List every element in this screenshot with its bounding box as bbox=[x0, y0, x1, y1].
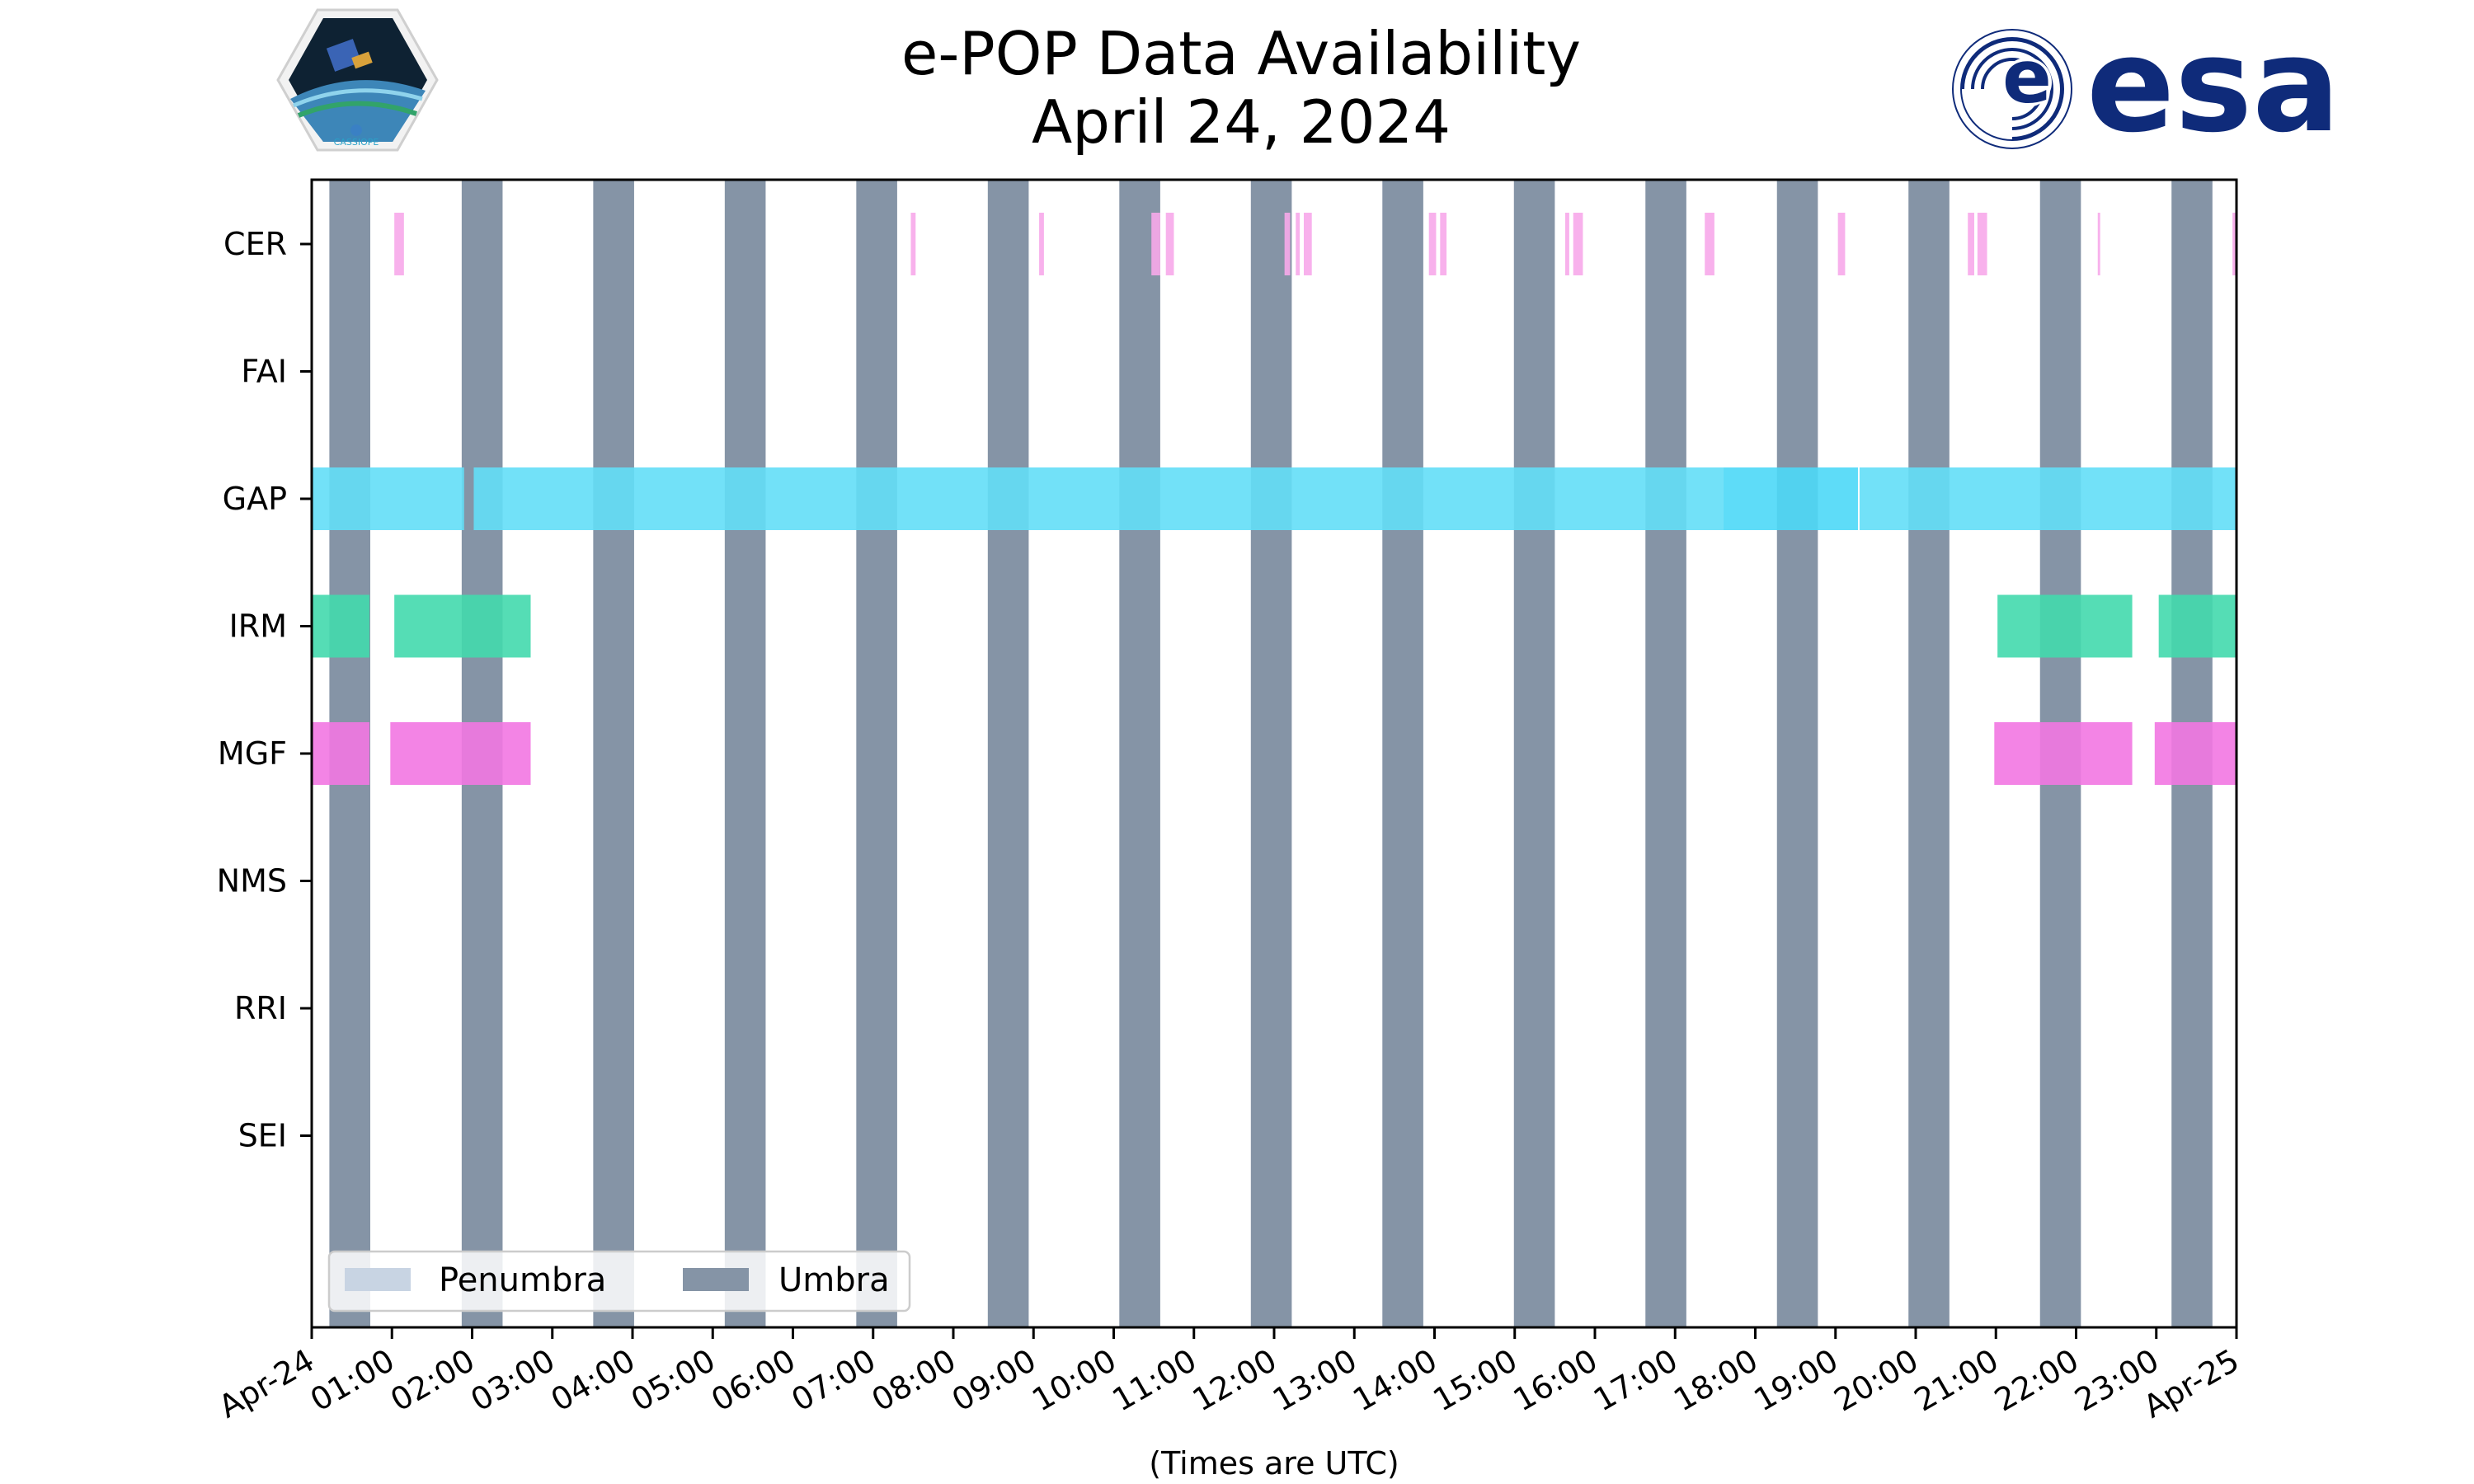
x-tick-label: 03:00 bbox=[464, 1342, 561, 1419]
x-axis: Apr-2401:0002:0003:0004:0005:0006:0007:0… bbox=[213, 1327, 2246, 1425]
y-tick-label-nms: NMS bbox=[217, 863, 287, 899]
data-bar-cer bbox=[1284, 213, 1291, 275]
data-bar-cer bbox=[1837, 213, 1846, 275]
umbra-band bbox=[1645, 180, 1686, 1327]
legend-swatch-umbra bbox=[683, 1268, 749, 1291]
x-tick-label: 22:00 bbox=[1988, 1342, 2085, 1419]
umbra-band bbox=[1776, 180, 1818, 1327]
x-tick-label: Apr-24 bbox=[213, 1342, 321, 1425]
data-bar-irm bbox=[394, 594, 531, 658]
data-bar-irm bbox=[2158, 594, 2236, 658]
data-bar-cer bbox=[1428, 213, 1437, 275]
x-tick-label: 09:00 bbox=[946, 1342, 1042, 1419]
data-bar-cer bbox=[1303, 213, 1312, 275]
data-bar-cer bbox=[2097, 213, 2100, 275]
data-bar-cer bbox=[1151, 213, 1160, 275]
x-tick-label: 18:00 bbox=[1667, 1342, 1764, 1419]
umbra-band bbox=[1119, 180, 1160, 1327]
data-bar-cer bbox=[1565, 213, 1569, 275]
x-tick-label: 15:00 bbox=[1427, 1342, 1523, 1419]
legend-label-penumbra: Penumbra bbox=[439, 1261, 606, 1299]
x-tick-label: 19:00 bbox=[1747, 1342, 1844, 1419]
x-tick-label: 02:00 bbox=[384, 1342, 481, 1419]
y-tick-label-rri: RRI bbox=[234, 990, 287, 1026]
data-bar-cer bbox=[1977, 213, 1987, 275]
data-bar-gap bbox=[1859, 467, 2236, 530]
plot-area bbox=[310, 178, 2238, 1329]
data-bar-cer bbox=[1968, 213, 1974, 275]
data-bar-mgf bbox=[1994, 722, 2133, 785]
legend-swatch-penumbra bbox=[345, 1268, 411, 1291]
x-tick-label: 01:00 bbox=[304, 1342, 401, 1419]
y-tick-label-gap: GAP bbox=[223, 481, 287, 517]
esa-wordmark: esa bbox=[2086, 10, 2340, 162]
y-tick-label-mgf: MGF bbox=[218, 735, 287, 772]
chart-title-line1: e-POP Data Availability bbox=[901, 19, 1581, 88]
x-tick-label: 04:00 bbox=[545, 1342, 642, 1419]
umbra-band bbox=[1250, 180, 1292, 1327]
x-tick-label: 13:00 bbox=[1267, 1342, 1363, 1419]
umbra-band bbox=[1382, 180, 1423, 1327]
x-tick-label: 10:00 bbox=[1026, 1342, 1122, 1419]
data-bar-cer bbox=[2232, 213, 2236, 275]
y-tick-label-cer: CER bbox=[223, 226, 287, 262]
x-tick-label: 05:00 bbox=[625, 1342, 722, 1419]
legend: Penumbra Umbra bbox=[327, 1250, 911, 1313]
data-bar-cer bbox=[1573, 213, 1583, 275]
umbra-band bbox=[856, 180, 897, 1327]
data-bar-mgf bbox=[2154, 722, 2236, 785]
data-bar-gap bbox=[473, 467, 1724, 530]
x-tick-label: 12:00 bbox=[1187, 1342, 1283, 1419]
data-bar-mgf bbox=[312, 722, 370, 785]
cassiope-logo: CASSIOPE bbox=[276, 8, 439, 152]
x-tick-label: 08:00 bbox=[866, 1342, 962, 1419]
umbra-band bbox=[1908, 180, 1950, 1327]
data-bar-gap bbox=[312, 467, 464, 530]
y-tick-label-sei: SEI bbox=[238, 1118, 287, 1154]
esa-swirl-icon: e bbox=[1952, 29, 2072, 149]
esa-logo: e esa bbox=[1952, 10, 2340, 162]
umbra-band bbox=[1513, 180, 1555, 1327]
data-bar-cer bbox=[1165, 213, 1174, 275]
legend-frame bbox=[327, 1250, 911, 1313]
svg-text:e: e bbox=[2002, 35, 2052, 120]
x-tick-label: 21:00 bbox=[1908, 1342, 2005, 1419]
x-tick-label: 16:00 bbox=[1507, 1342, 1604, 1419]
umbra-band bbox=[593, 180, 634, 1327]
data-bar-cer bbox=[1039, 213, 1044, 275]
x-axis-label: (Times are UTC) bbox=[1149, 1445, 1399, 1482]
x-tick-label: 07:00 bbox=[785, 1342, 882, 1419]
data-bar-cer bbox=[1440, 213, 1447, 275]
umbra-band bbox=[724, 180, 766, 1327]
data-bar-gap bbox=[1723, 467, 1858, 530]
x-tick-label: 14:00 bbox=[1347, 1342, 1443, 1419]
umbra-band bbox=[987, 180, 1029, 1327]
data-bar-irm bbox=[1997, 594, 2133, 658]
data-bar-irm bbox=[312, 594, 370, 658]
y-axis: CER FAI GAP IRM MGF NMS RRI SEI bbox=[217, 226, 312, 1154]
x-tick-label: 06:00 bbox=[705, 1342, 802, 1419]
x-tick-label: 20:00 bbox=[1828, 1342, 1925, 1419]
chart-title-line2: April 24, 2024 bbox=[1032, 87, 1451, 157]
legend-label-umbra: Umbra bbox=[778, 1261, 890, 1299]
data-bar-cer bbox=[394, 213, 404, 275]
data-bar-cer bbox=[1705, 213, 1714, 275]
y-tick-label-irm: IRM bbox=[229, 608, 287, 645]
x-tick-label: 17:00 bbox=[1587, 1342, 1684, 1419]
data-bar-cer bbox=[1296, 213, 1300, 275]
data-bar-mgf bbox=[390, 722, 531, 785]
y-tick-label-fai: FAI bbox=[241, 354, 287, 390]
cassiope-caption: CASSIOPE bbox=[334, 137, 379, 148]
x-tick-label: 11:00 bbox=[1106, 1342, 1202, 1419]
data-bar-cer bbox=[910, 213, 916, 275]
